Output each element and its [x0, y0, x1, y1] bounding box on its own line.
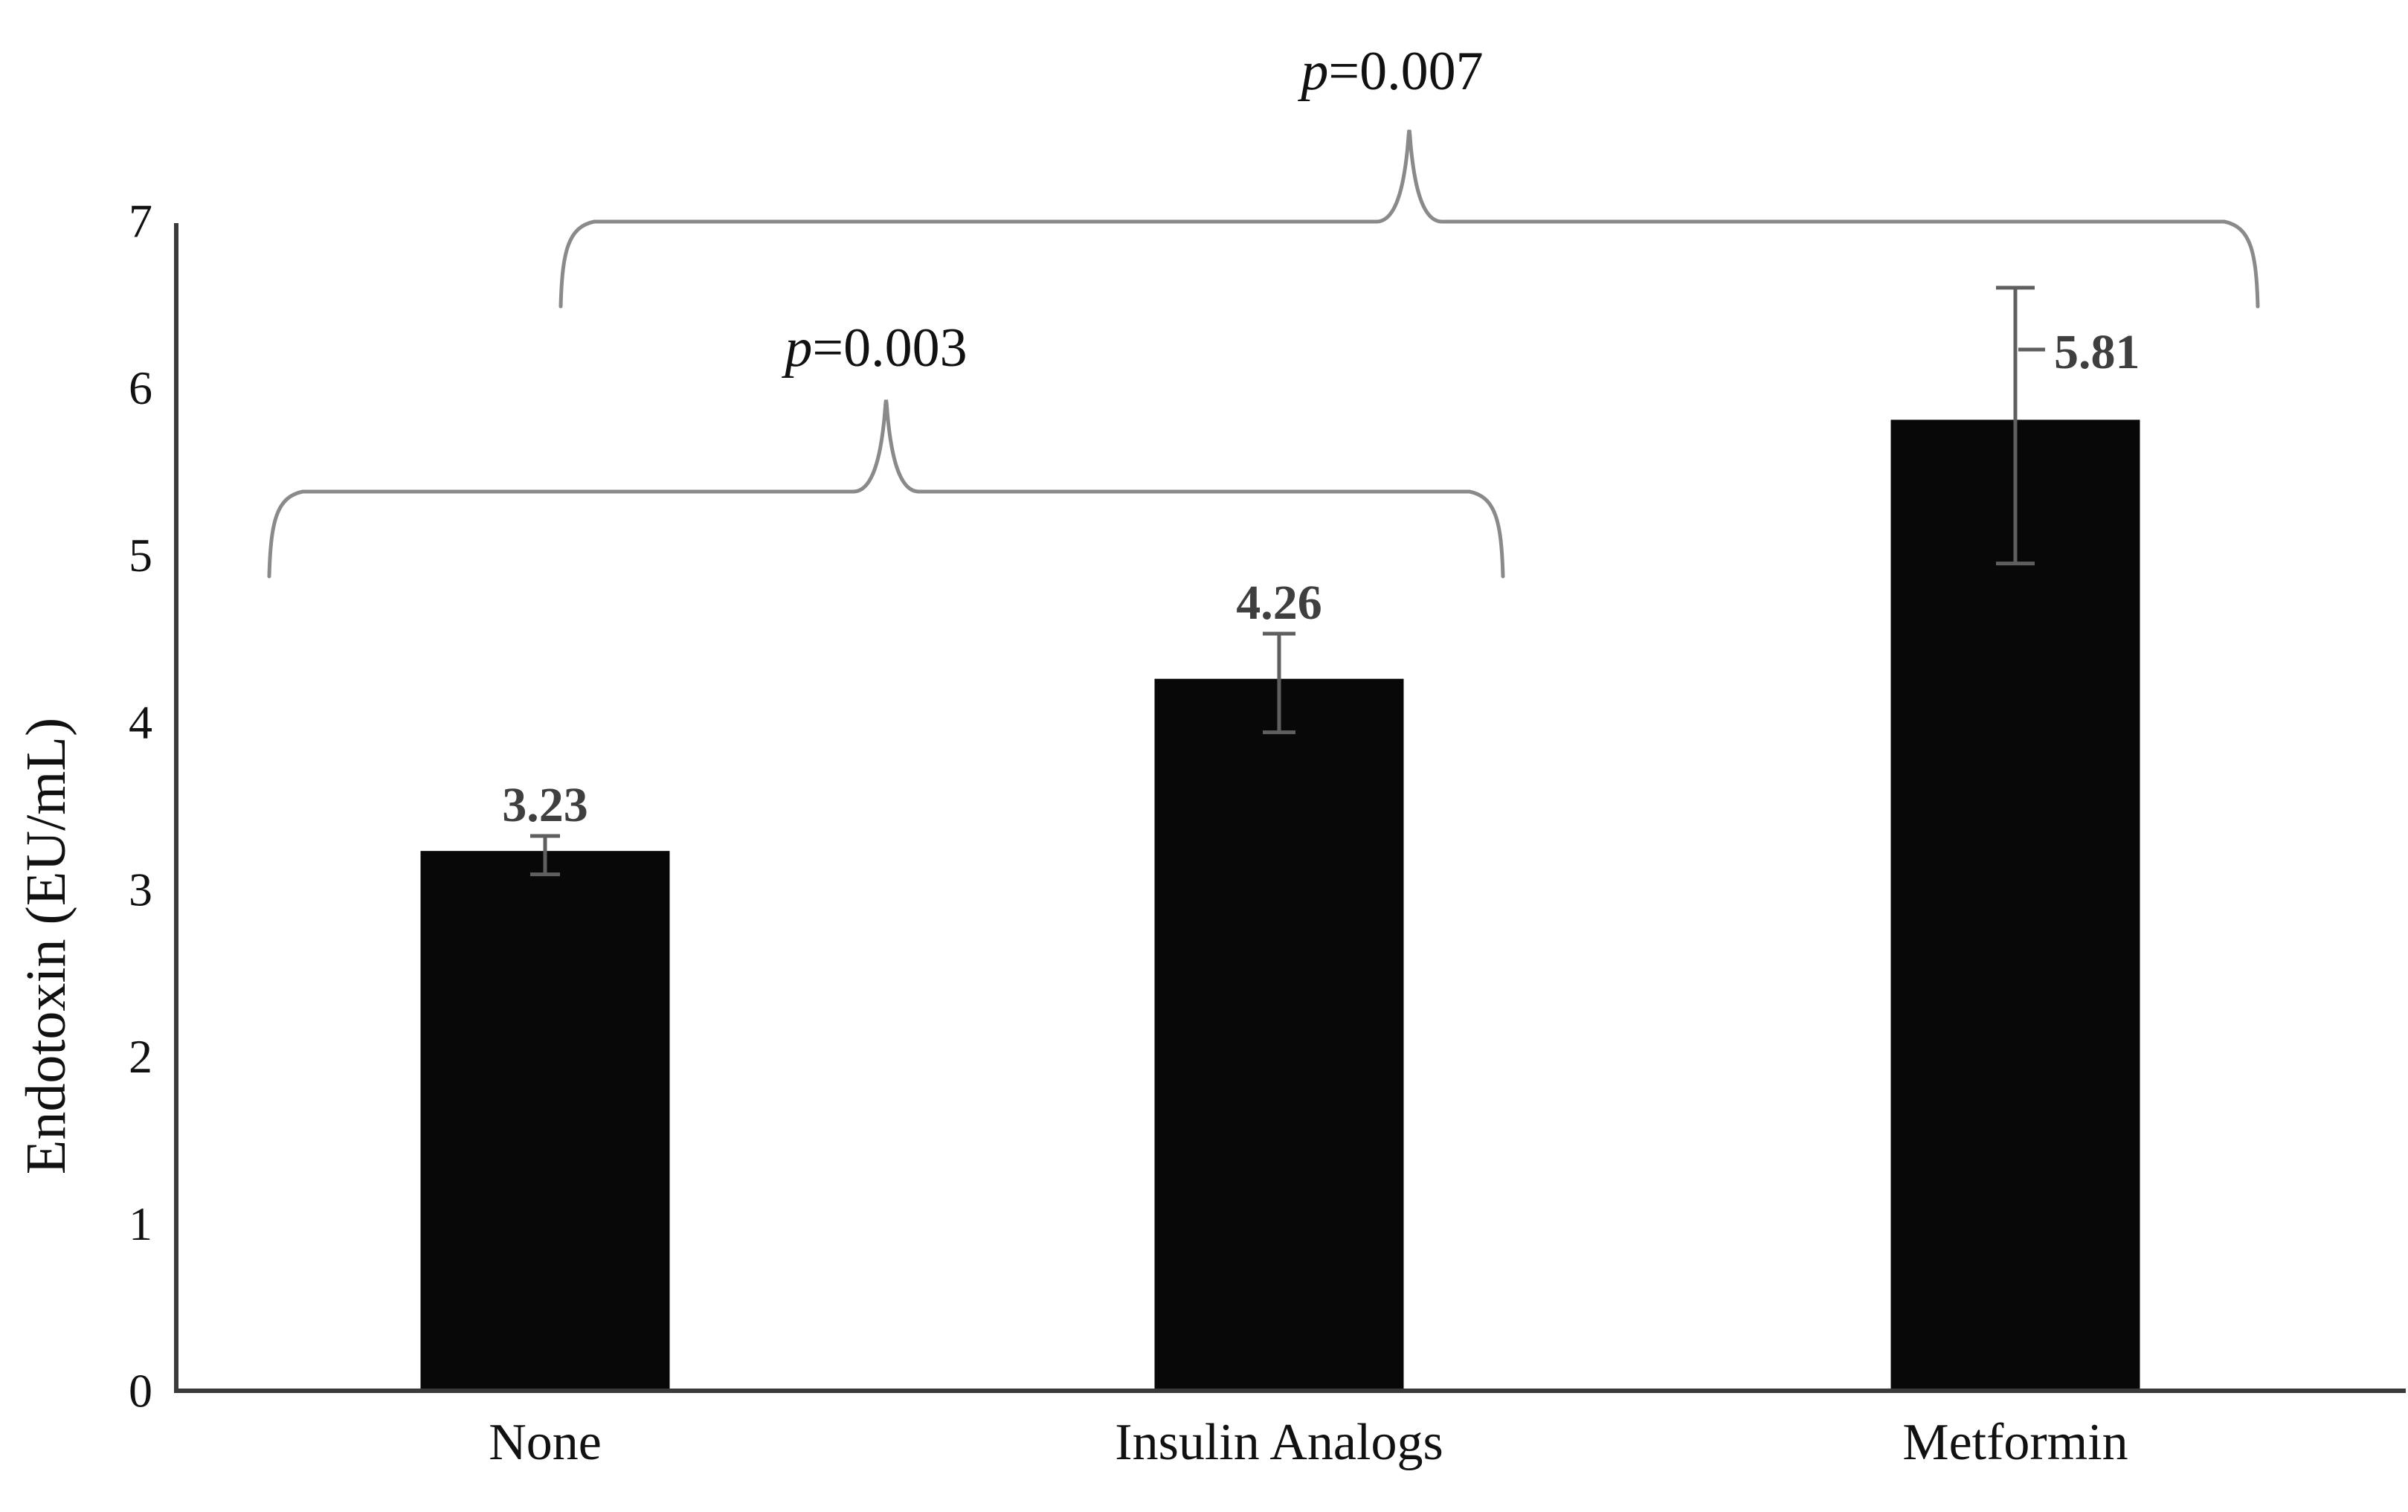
- category-label-metformin: Metformin: [1902, 1414, 2128, 1471]
- y-tick-label-4: 4: [129, 696, 152, 749]
- p-value-label-2: p=0.007: [1297, 41, 1483, 102]
- significance-brace-2: [558, 129, 2260, 309]
- bar-metformin: [1890, 419, 2140, 1392]
- y-tick-label-5: 5: [129, 529, 152, 582]
- bar-insulin-analogs: [1154, 678, 1404, 1391]
- category-label-insulin-analogs: Insulin Analogs: [1115, 1414, 1443, 1471]
- y-tick-label-0: 0: [129, 1365, 152, 1418]
- value-label-none: 3.23: [502, 778, 588, 832]
- y-tick-label-7: 7: [129, 195, 152, 248]
- y-tick-label-6: 6: [129, 361, 152, 414]
- y-axis-title: Endotoxin (EU/mL): [15, 718, 77, 1174]
- significance-brace-1: [267, 399, 1505, 579]
- y-tick-label-3: 3: [129, 863, 152, 916]
- category-label-none: None: [489, 1414, 602, 1471]
- y-tick-label-1: 1: [129, 1197, 152, 1250]
- value-label-metformin: 5.81: [2054, 325, 2140, 379]
- value-label-insulin-analogs: 4.26: [1236, 576, 1322, 630]
- y-tick-label-2: 2: [129, 1030, 152, 1083]
- bar-none: [420, 851, 670, 1391]
- p-value-label-1: p=0.003: [781, 318, 967, 379]
